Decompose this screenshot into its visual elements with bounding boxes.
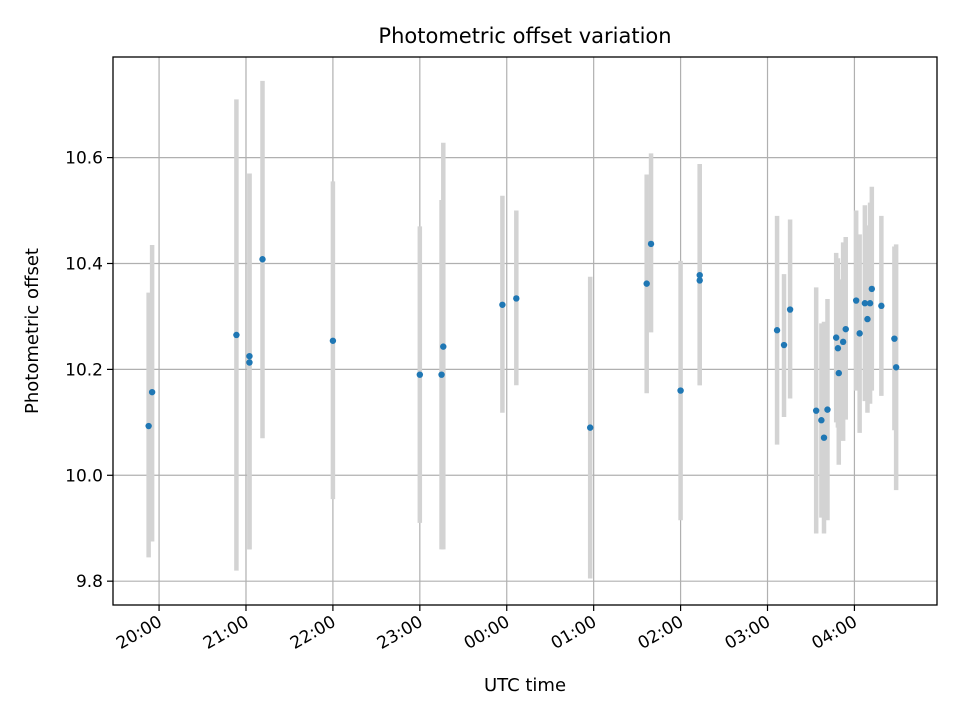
y-tick-label: 10.4: [65, 254, 103, 274]
data-point: [677, 387, 684, 394]
data-point: [868, 285, 876, 293]
data-point: [246, 359, 253, 366]
data-point: [148, 388, 156, 396]
chart-title: Photometric offset variation: [378, 24, 671, 48]
y-tick-label: 10.6: [65, 149, 103, 169]
data-point: [861, 300, 869, 307]
data-points: [145, 240, 900, 441]
data-point: [696, 277, 703, 284]
data-point: [842, 325, 849, 333]
data-point: [440, 343, 447, 350]
data-point: [832, 334, 840, 341]
y-tick-label: 10.0: [65, 466, 103, 486]
x-axis-label: UTC time: [484, 675, 566, 696]
data-point: [145, 422, 152, 430]
data-point: [824, 406, 831, 413]
data-point: [696, 271, 703, 279]
data-point: [647, 240, 655, 248]
data-point: [233, 331, 240, 339]
data-point: [438, 371, 445, 378]
data-point: [586, 424, 594, 431]
data-point: [820, 434, 828, 441]
data-point: [834, 345, 842, 352]
y-axis-label: Photometric offset: [22, 248, 43, 414]
data-point: [513, 295, 520, 302]
data-point: [852, 297, 860, 304]
data-point: [812, 407, 820, 414]
data-point: [835, 369, 842, 377]
plot-frame: [112, 56, 938, 606]
data-point: [856, 330, 863, 337]
data-point: [839, 338, 847, 346]
data-point: [643, 280, 650, 287]
y-tick-label: 9.8: [76, 572, 103, 592]
data-point: [329, 337, 337, 344]
data-point: [259, 256, 266, 263]
data-point: [773, 327, 781, 334]
data-point: [892, 364, 900, 371]
data-point: [246, 352, 253, 360]
data-point: [780, 341, 788, 349]
data-point: [416, 371, 424, 378]
data-point: [499, 301, 506, 308]
data-point: [891, 335, 898, 342]
data-point: [818, 417, 825, 424]
data-point: [786, 306, 794, 313]
y-tick-label: 10.2: [65, 360, 103, 380]
y-axis-ticks: 9.8 10.0 10.2 10.4 10.6: [65, 149, 113, 592]
data-point: [878, 302, 885, 310]
data-point: [866, 300, 874, 307]
data-point: [864, 315, 871, 323]
